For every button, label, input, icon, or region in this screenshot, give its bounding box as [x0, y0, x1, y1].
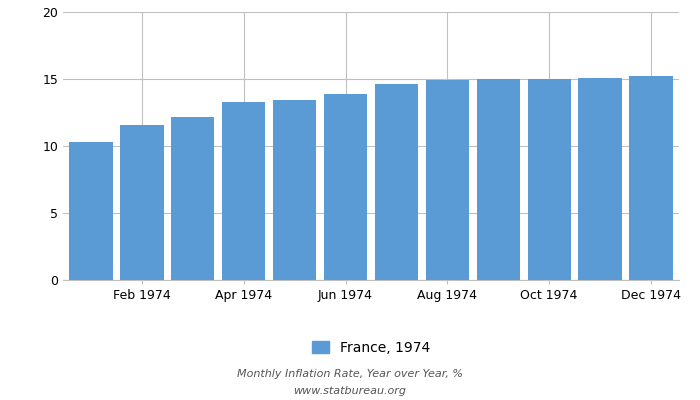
Bar — [629, 76, 673, 280]
Bar — [172, 116, 214, 280]
Bar — [273, 100, 316, 280]
Text: www.statbureau.org: www.statbureau.org — [293, 386, 407, 396]
Bar — [120, 124, 164, 280]
Bar — [477, 79, 520, 280]
Bar — [426, 80, 469, 280]
Bar — [578, 78, 622, 280]
Bar — [324, 94, 368, 280]
Bar — [222, 102, 265, 280]
Legend: France, 1974: France, 1974 — [307, 335, 435, 360]
Bar — [528, 79, 570, 280]
Text: Monthly Inflation Rate, Year over Year, %: Monthly Inflation Rate, Year over Year, … — [237, 369, 463, 379]
Bar — [69, 142, 113, 280]
Bar — [374, 84, 418, 280]
